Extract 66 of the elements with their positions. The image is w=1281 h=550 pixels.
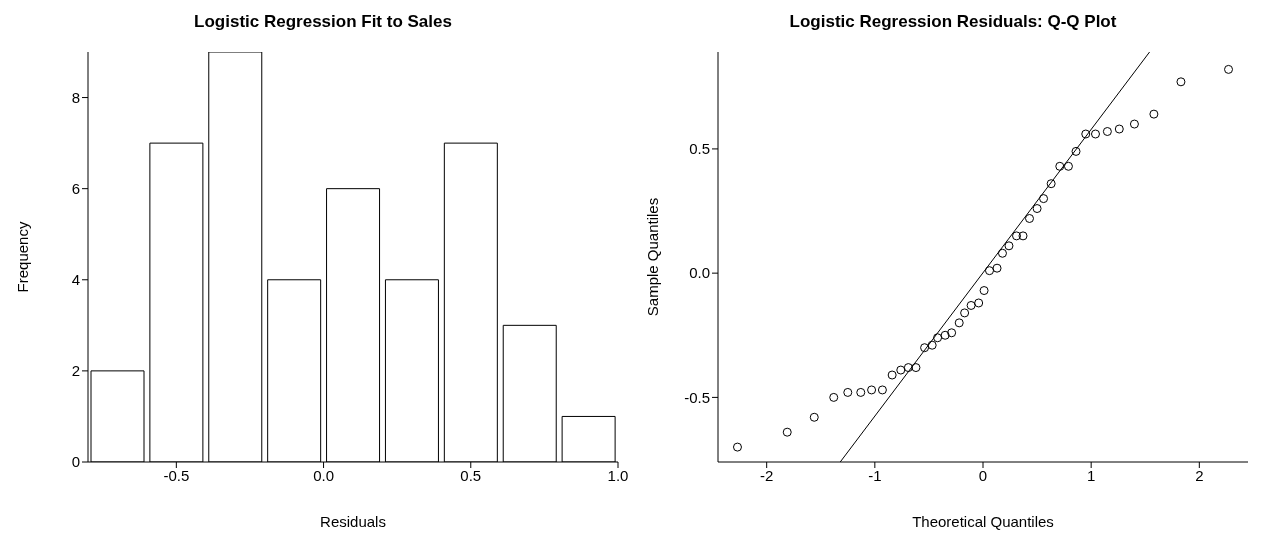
- point: [1012, 231, 1022, 241]
- point: [732, 442, 742, 452]
- x-tick-label: 1: [1086, 466, 1096, 484]
- point: [933, 333, 943, 343]
- x-tick-label: 0.5: [460, 466, 482, 484]
- y-tick-label: 0: [71, 453, 80, 471]
- point: [1032, 204, 1042, 214]
- point: [856, 387, 866, 397]
- point: [903, 363, 913, 373]
- point: [877, 385, 887, 395]
- y-tick-label: 2: [71, 362, 80, 380]
- point: [984, 266, 994, 276]
- point: [1224, 64, 1234, 74]
- point: [992, 263, 1002, 273]
- point: [867, 385, 877, 395]
- point: [843, 387, 853, 397]
- chart-title: Logistic Regression Fit to Sales: [193, 11, 453, 33]
- point: [829, 392, 839, 402]
- chart-title: Logistic Regression Residuals: Q-Q Plot: [788, 11, 1118, 33]
- point: [966, 300, 976, 310]
- x-tick-label: 2: [1195, 466, 1204, 484]
- point: [1090, 129, 1100, 139]
- point: [1039, 194, 1049, 204]
- point: [1102, 127, 1112, 137]
- x-tick-label: 1.0: [607, 466, 629, 484]
- point: [887, 370, 897, 380]
- point: [974, 298, 984, 308]
- point: [960, 308, 970, 318]
- point: [1046, 179, 1056, 189]
- point: [1071, 146, 1081, 156]
- y-axis-title: Sample Quantiles: [644, 197, 662, 317]
- x-tick-label: 0: [978, 466, 988, 484]
- x-axis-title: Theoretical Quantiles: [912, 513, 1054, 530]
- y-tick-label: -0.5: [684, 388, 710, 406]
- x-axis-title: Residuals: [320, 513, 386, 530]
- point: [911, 363, 921, 373]
- y-tick-label: 4: [71, 271, 80, 289]
- point: [927, 340, 937, 350]
- point: [896, 365, 906, 375]
- point: [1025, 213, 1035, 223]
- x-tick-label: 0.0: [313, 466, 334, 484]
- point: [979, 286, 989, 296]
- point: [1081, 129, 1091, 139]
- point: [947, 328, 957, 338]
- point: [1055, 161, 1065, 171]
- point: [1018, 231, 1028, 241]
- point: [940, 330, 950, 340]
- point: [1004, 241, 1014, 251]
- point: [997, 248, 1007, 258]
- y-tick-label: 8: [71, 88, 80, 106]
- point: [920, 343, 930, 353]
- y-axis-title: Frequency: [14, 221, 32, 293]
- y-tick-label: 0.0: [689, 264, 710, 282]
- point: [809, 412, 819, 422]
- x-tick-label: -1: [868, 466, 882, 484]
- y-tick-label: 0.5: [689, 140, 710, 158]
- y-tick-label: 6: [71, 179, 80, 197]
- point: [954, 318, 964, 328]
- point: [1114, 124, 1124, 134]
- x-tick-label: -0.5: [163, 466, 190, 484]
- point: [782, 427, 792, 437]
- point: [1176, 77, 1186, 87]
- point: [1149, 109, 1159, 119]
- point: [1129, 119, 1139, 129]
- x-tick-label: -2: [760, 466, 774, 484]
- point: [1063, 161, 1073, 171]
